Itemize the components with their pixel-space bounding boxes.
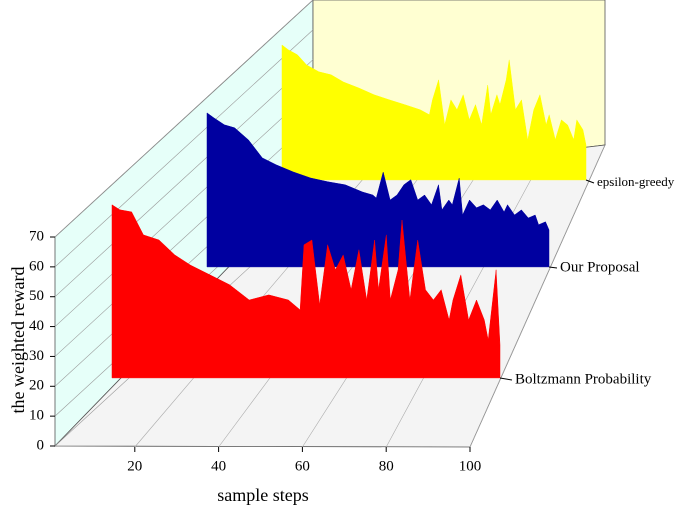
- y-tick-label: 50: [29, 288, 44, 304]
- series-area: [281, 44, 587, 181]
- y-tick-label: 60: [29, 258, 44, 274]
- grid: [54, 0, 606, 448]
- x-tick-label: 60: [295, 458, 310, 474]
- plot-area: epsilon-greedy Our Proposal Boltzmann Prob…: [111, 44, 675, 387]
- x-axis-label: sample steps: [217, 485, 309, 505]
- series-label: Boltzmann Probability: [515, 371, 652, 387]
- grid-line: [385, 151, 547, 448]
- y-tick-label: 70: [29, 228, 44, 244]
- y-tick-label: 30: [29, 348, 44, 364]
- series-area: [206, 112, 550, 268]
- y-tick-label: 20: [29, 378, 44, 394]
- grid-line: [54, 119, 314, 357]
- y-tick-label: 40: [29, 318, 44, 334]
- grid-line: [469, 144, 606, 448]
- series-label: epsilon-greedy: [597, 174, 675, 189]
- series-tick: [585, 179, 595, 184]
- series-label: Our Proposal: [560, 259, 640, 275]
- series-tick: [499, 377, 513, 381]
- y-tick-label: 0: [37, 437, 45, 453]
- x-tick-label: 80: [379, 458, 394, 474]
- y-axis-label: the weighted reward: [8, 267, 28, 414]
- grid-line: [54, 0, 314, 238]
- y-tick-label: 10: [29, 408, 44, 424]
- x-tick-label: 40: [211, 458, 226, 474]
- series-tick: [548, 266, 558, 269]
- grid-line: [54, 89, 314, 327]
- series-area: [111, 204, 501, 379]
- grid-line: [54, 59, 314, 297]
- x-tick-label: 100: [459, 458, 482, 474]
- x-tick-label: 20: [127, 458, 142, 474]
- grid-line: [54, 29, 314, 268]
